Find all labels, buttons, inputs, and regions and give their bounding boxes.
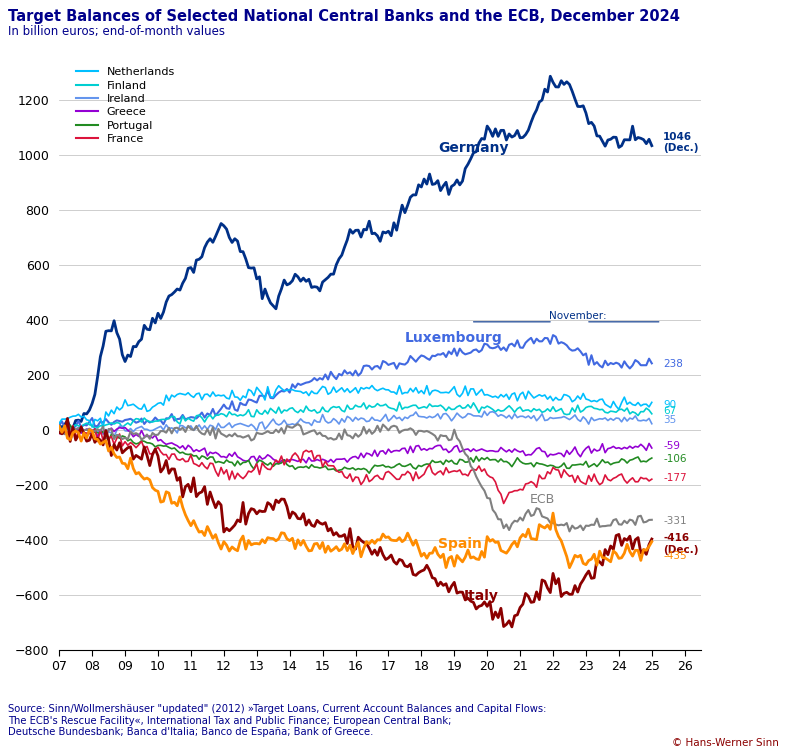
Text: -177: -177	[663, 473, 687, 483]
Text: -416
(Dec.): -416 (Dec.)	[663, 533, 699, 555]
Text: © Hans-Werner Sinn: © Hans-Werner Sinn	[672, 739, 779, 748]
Text: Luxembourg: Luxembourg	[405, 331, 503, 345]
Text: In billion euros; end-of-month values: In billion euros; end-of-month values	[8, 25, 225, 38]
Text: -435: -435	[663, 551, 687, 561]
Text: November:: November:	[549, 311, 607, 321]
Text: ECB: ECB	[530, 494, 556, 507]
Text: 1046
(Dec.): 1046 (Dec.)	[663, 132, 699, 153]
Text: Spain: Spain	[438, 538, 482, 551]
Text: 35: 35	[663, 415, 677, 425]
Text: Germany: Germany	[438, 141, 508, 156]
Text: -106: -106	[663, 454, 687, 464]
Text: -59: -59	[663, 441, 680, 451]
Text: 67: 67	[663, 407, 677, 417]
Text: 238: 238	[663, 359, 683, 370]
Text: -331: -331	[663, 516, 687, 525]
Text: Italy: Italy	[464, 589, 499, 603]
Legend: Netherlands, Finland, Ireland, Greece, Portugal, France: Netherlands, Finland, Ireland, Greece, P…	[71, 63, 179, 148]
Text: Source: Sinn/Wollmershäuser "updated" (2012) »Target Loans, Current Account Bala: Source: Sinn/Wollmershäuser "updated" (2…	[8, 704, 546, 737]
Text: 90: 90	[663, 400, 677, 410]
Text: Target Balances of Selected National Central Banks and the ECB, December 2024: Target Balances of Selected National Cen…	[8, 9, 680, 24]
